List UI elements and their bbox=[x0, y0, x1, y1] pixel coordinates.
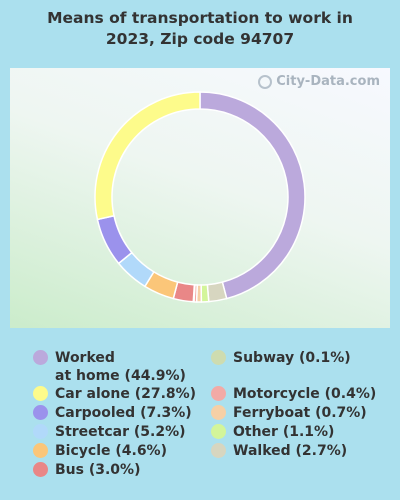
chart-title-line-2: 2023, Zip code 94707 bbox=[105, 30, 295, 48]
legend-label: Subway (0.1%) bbox=[233, 350, 351, 366]
legend-swatch bbox=[33, 405, 48, 420]
legend-swatch bbox=[211, 424, 226, 439]
legend-swatch bbox=[211, 405, 226, 420]
legend-swatch bbox=[33, 443, 48, 458]
legend-label: Car alone (27.8%) bbox=[55, 386, 197, 402]
legend-label: Other (1.1%) bbox=[233, 424, 335, 440]
chart-title-line-1: Means of transportation to work in bbox=[47, 9, 353, 27]
legend-label: Motorcycle (0.4%) bbox=[233, 386, 377, 402]
legend-swatch bbox=[211, 443, 226, 458]
watermark-text: City-Data.com bbox=[276, 74, 380, 89]
legend-swatch bbox=[33, 350, 48, 365]
legend-label: Streetcar (5.2%) bbox=[55, 424, 186, 440]
legend-label: Bicycle (4.6%) bbox=[55, 443, 167, 459]
legend-label: Worked at home (44.9%) bbox=[55, 350, 186, 384]
legend-label: Bus (3.0%) bbox=[55, 462, 141, 478]
watermark: City-Data.com bbox=[258, 74, 380, 89]
legend-label: Ferryboat (0.7%) bbox=[233, 405, 367, 421]
legend-swatch bbox=[211, 350, 226, 365]
legend-swatch bbox=[33, 424, 48, 439]
legend-swatch bbox=[211, 386, 226, 401]
legend-swatch bbox=[33, 462, 48, 477]
legend-swatch bbox=[33, 386, 48, 401]
chart-title: Means of transportation to work in 2023,… bbox=[0, 8, 400, 50]
magnifier-icon bbox=[258, 74, 273, 89]
legend-label: Walked (2.7%) bbox=[233, 443, 348, 459]
donut-slice-car-alone bbox=[94, 91, 201, 221]
legend-label: Carpooled (7.3%) bbox=[55, 405, 192, 421]
